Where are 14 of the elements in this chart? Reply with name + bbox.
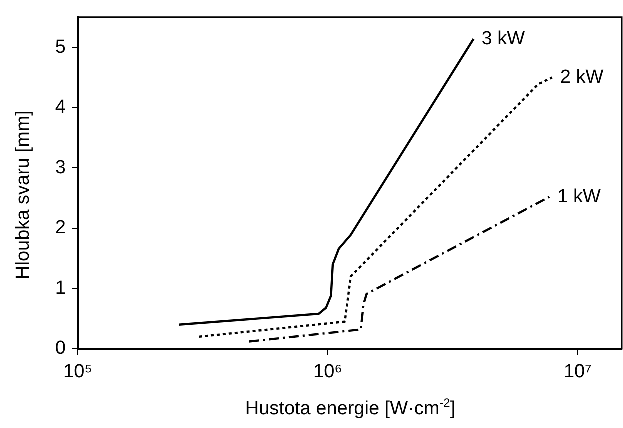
- series-label: 2 kW: [560, 66, 604, 88]
- y-tick-label: 0: [55, 338, 66, 360]
- x-tick-label: 10⁷: [564, 362, 592, 383]
- y-tick-label: 1: [55, 278, 66, 299]
- series-label: 3 kW: [482, 28, 526, 50]
- y-axis-title: Hloubka svaru [mm]: [13, 110, 35, 280]
- y-tick-label: 5: [55, 36, 66, 58]
- y-tick-label: 2: [55, 218, 66, 239]
- y-tick-label: 3: [55, 157, 66, 178]
- series-label: 1 kW: [558, 186, 601, 208]
- x-tick-label: 10⁶: [314, 362, 342, 383]
- y-tick-label: 4: [55, 97, 66, 118]
- x-tick-label: 10⁵: [63, 362, 93, 383]
- x-axis-title: Hustota energie [W·cm$^{-2}$]: [244, 396, 457, 420]
